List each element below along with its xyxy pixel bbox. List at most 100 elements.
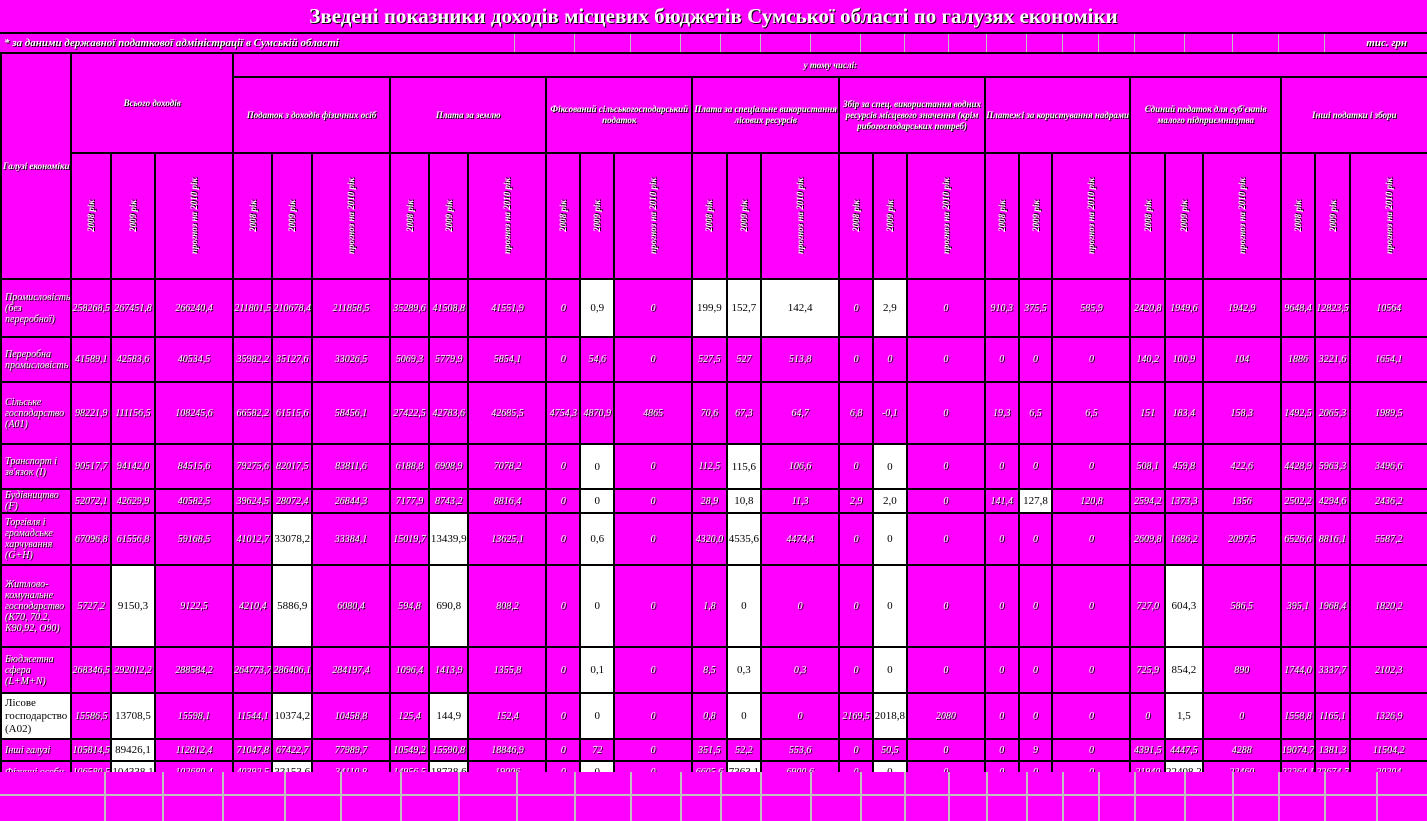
table-cell: 52072,1	[70, 488, 112, 514]
table-cell: 0	[545, 278, 582, 338]
header-year-label: 2009 рік	[1030, 199, 1041, 232]
table-cell: 2420,8	[1129, 278, 1166, 338]
table-cell: 890	[1201, 646, 1282, 694]
table-cell: 0	[613, 738, 694, 762]
header-year-label: прогноз на 2010 рік	[648, 177, 659, 254]
table-cell: 2502,2	[1279, 488, 1317, 514]
table-row: Лісове господарство (А02) 15586,5 13708,5 1…	[0, 692, 1427, 740]
table-cell: 125,4	[389, 692, 430, 740]
table-cell: 28,9	[691, 488, 728, 514]
table-cell: 4754,3	[545, 381, 582, 445]
table-cell: 8743,2	[427, 488, 470, 514]
table-cell: 0	[613, 336, 694, 383]
table-cell: 5069,3	[389, 336, 430, 383]
header-year: 2008 рік	[983, 152, 1020, 280]
table-cell: 105814,5	[70, 738, 112, 762]
table-cell: 0,1	[579, 646, 616, 694]
table-cell: 1942,9	[1201, 278, 1282, 338]
header-year-label: 2009 рік	[443, 199, 454, 232]
header-year: прогноз на 2010 рік	[1051, 152, 1132, 280]
table-cell: 35127,6	[271, 336, 313, 383]
table-cell: 0	[545, 738, 582, 762]
header-year-label: 2008 рік	[704, 199, 715, 232]
table-cell: 0	[905, 381, 986, 445]
table-cell: 0	[983, 443, 1020, 490]
header-year-label: прогноз на 2010 рік	[1236, 177, 1247, 254]
header-year: 2009 рік	[109, 152, 156, 280]
table-cell: 0	[1051, 738, 1132, 762]
table-cell: 0,8	[691, 692, 728, 740]
header-year-label: 2009 рік	[592, 199, 603, 232]
table-cell: 40582,5	[153, 488, 234, 514]
header-year: 2009 рік	[1163, 152, 1204, 280]
table-cell: 18846,9	[467, 738, 548, 762]
table-cell: 41589,1	[70, 336, 112, 383]
table-cell: 33384,1	[310, 512, 392, 566]
table-cell: 0	[579, 488, 616, 514]
table-cell: 1,5	[1163, 692, 1204, 740]
table-cell: 0	[545, 488, 582, 514]
table-cell: 0	[905, 738, 986, 762]
table-row: Інші галузі 105814,5 89426,1 112812,4 71047,…	[0, 738, 1427, 762]
table-cell: 11544,1	[231, 692, 274, 740]
table-cell: 0	[1017, 646, 1054, 694]
header-year: 2008 рік	[389, 152, 430, 280]
table-cell: 1492,5	[1279, 381, 1317, 445]
table-cell: 127,8	[1017, 488, 1054, 514]
table-cell: 210678,4	[271, 278, 313, 338]
header-year-label: 2009 рік	[1178, 199, 1189, 232]
table-cell: 0	[838, 443, 874, 490]
table-cell: 1558,8	[1279, 692, 1317, 740]
table-cell: 0	[838, 738, 874, 762]
table-cell: 553,6	[760, 738, 841, 762]
table-row: Транспорт і зв'язок (I) 90517,7 94142,0 845…	[0, 443, 1427, 490]
table-cell: 100,9	[1163, 336, 1204, 383]
table-cell: 258268,5	[70, 278, 112, 338]
table-cell: 5886,9	[271, 564, 313, 648]
table-cell: 0	[613, 443, 694, 490]
header-year: 2008 рік	[1129, 152, 1166, 280]
table-cell: 13625,1	[467, 512, 548, 566]
empty-row	[0, 796, 1427, 821]
table-cell: 52,2	[725, 738, 763, 762]
table-row: Будівництво (F) 52072,1 42629,9 40582,5 3962…	[0, 488, 1427, 514]
row-label: Промисловість (без переробної)	[0, 278, 73, 338]
header-year: 2009 рік	[1017, 152, 1054, 280]
table-cell: 1886	[1279, 336, 1317, 383]
table-cell: 604,3	[1163, 564, 1204, 648]
table-cell: 267451,8	[109, 278, 156, 338]
header-year: прогноз на 2010 рік	[1201, 152, 1282, 280]
table-cell: 0	[1129, 692, 1166, 740]
table-cell: 0,3	[760, 646, 841, 694]
table-cell: 351,5	[691, 738, 728, 762]
table-cell: 64,7	[760, 381, 841, 445]
table-cell: 19074,7	[1279, 738, 1317, 762]
header-year: 2009 рік	[427, 152, 470, 280]
table-cell: 0	[905, 278, 986, 338]
table-cell: 0	[613, 646, 694, 694]
table-cell: 1968,4	[1314, 564, 1351, 648]
header-total: Всього доходів	[70, 52, 234, 154]
table-cell: 4447,5	[1163, 738, 1204, 762]
header-year-label: 2008 рік	[558, 199, 569, 232]
table-cell: 585,9	[1051, 278, 1132, 338]
table-cell: 0,3	[725, 646, 763, 694]
table-cell: 0	[1051, 443, 1132, 490]
table-cell: 3496,6	[1348, 443, 1427, 490]
table-cell: 0	[1017, 336, 1054, 383]
table-cell: 0	[871, 443, 908, 490]
table-cell: 41508,8	[427, 278, 470, 338]
table-cell: 292012,2	[109, 646, 156, 694]
table-cell: 690,8	[427, 564, 470, 648]
table-cell: 0	[579, 564, 616, 648]
table-cell: 41551,9	[467, 278, 548, 338]
table-cell: 508,1	[1129, 443, 1166, 490]
table-cell: 15586,5	[70, 692, 112, 740]
table-cell: 1654,1	[1348, 336, 1427, 383]
header-year: прогноз на 2010 рік	[760, 152, 841, 280]
table-cell: 140,2	[1129, 336, 1166, 383]
table-cell: 141,4	[983, 488, 1020, 514]
table-cell: 211801,5	[231, 278, 274, 338]
table-cell: 35982,2	[231, 336, 274, 383]
header-year-label: прогноз на 2010 рік	[345, 177, 356, 254]
